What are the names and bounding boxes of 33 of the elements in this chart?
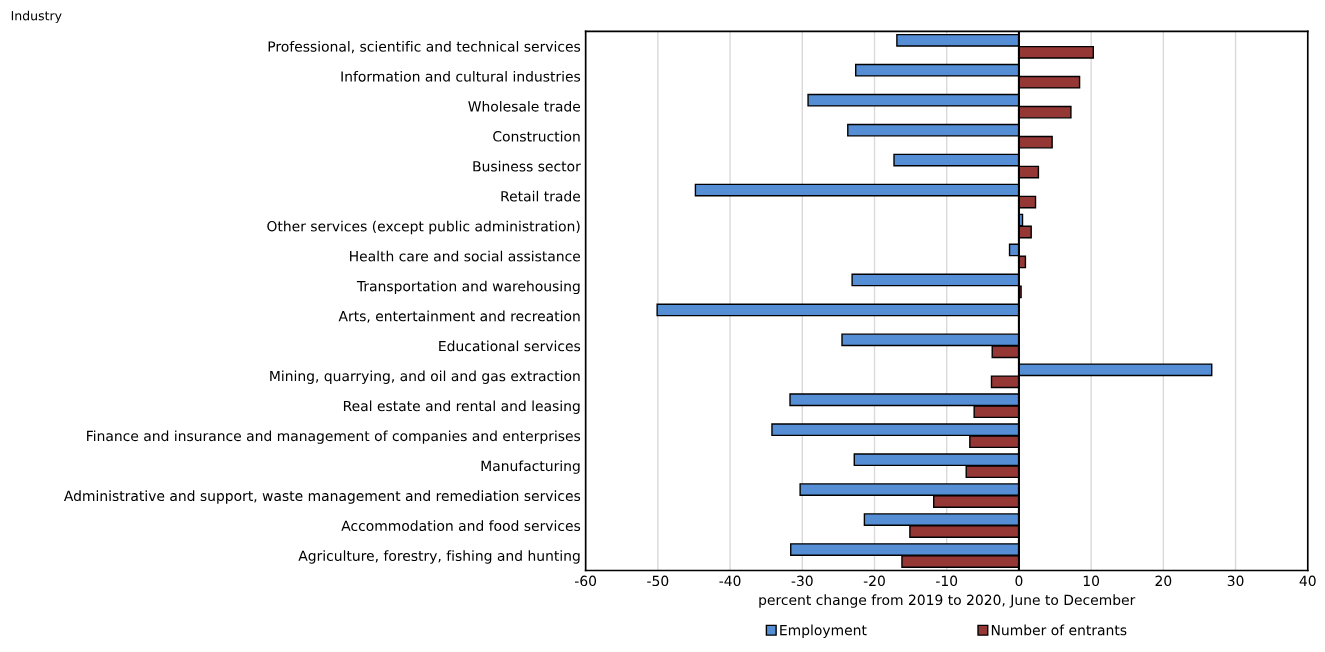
y-tick-label: Arts, entertainment and recreation [338,310,580,323]
x-tick-label: 10 [1083,575,1100,587]
x-tick-label: 0 [1015,575,1023,587]
x-tick-label: 40 [1299,575,1316,587]
y-tick-label: Retail trade [501,190,581,202]
x-tick-label: -50 [647,575,669,587]
y-tick-label: Other services (except public administration) [267,220,580,235]
y-tick-label: Information and cultural industries [341,70,581,82]
y-tick-label: Real estate and rental and leasing [343,400,580,414]
x-tick-label: -10 [936,575,958,587]
legend-label: Number of entrants [991,624,1127,636]
x-tick-label: 20 [1155,575,1172,587]
y-tick-label: Business sector [473,160,581,172]
x-axis-title: percent change from 2019 to 2020, June to December [759,594,1136,608]
x-tick-label: -20 [863,575,885,587]
x-tick-label: -60 [574,575,597,587]
y-tick-label: Professional, scientific and technical services [268,41,581,54]
y-tick-label: Agriculture, forestry, fishing and hunting [298,550,580,564]
y-tick-label: Wholesale trade [468,100,581,112]
y-tick-label: Accommodation and food services [341,520,581,532]
y-tick-label: Manufacturing [481,460,580,474]
y-tick-label: Mining, quarrying, and oil and gas extraction [270,370,580,384]
y-tick-label: Administrative and support, waste management and remediation services [63,490,581,504]
y-tick-label: Construction [493,130,580,142]
y-tick-label: Health care and social assistance [350,250,581,262]
x-tick-label: -30 [791,575,813,587]
x-tick-label: 30 [1227,575,1244,587]
y-tick-label: Transportation and warehousing [356,280,580,295]
x-tick-label: -40 [719,575,741,587]
y-tick-label: Educational services [439,340,581,352]
y-axis-title: Industry [11,10,62,23]
y-tick-label: Finance and insurance and management of companies and enterprises [87,430,581,444]
legend-label: Employment [780,624,867,639]
